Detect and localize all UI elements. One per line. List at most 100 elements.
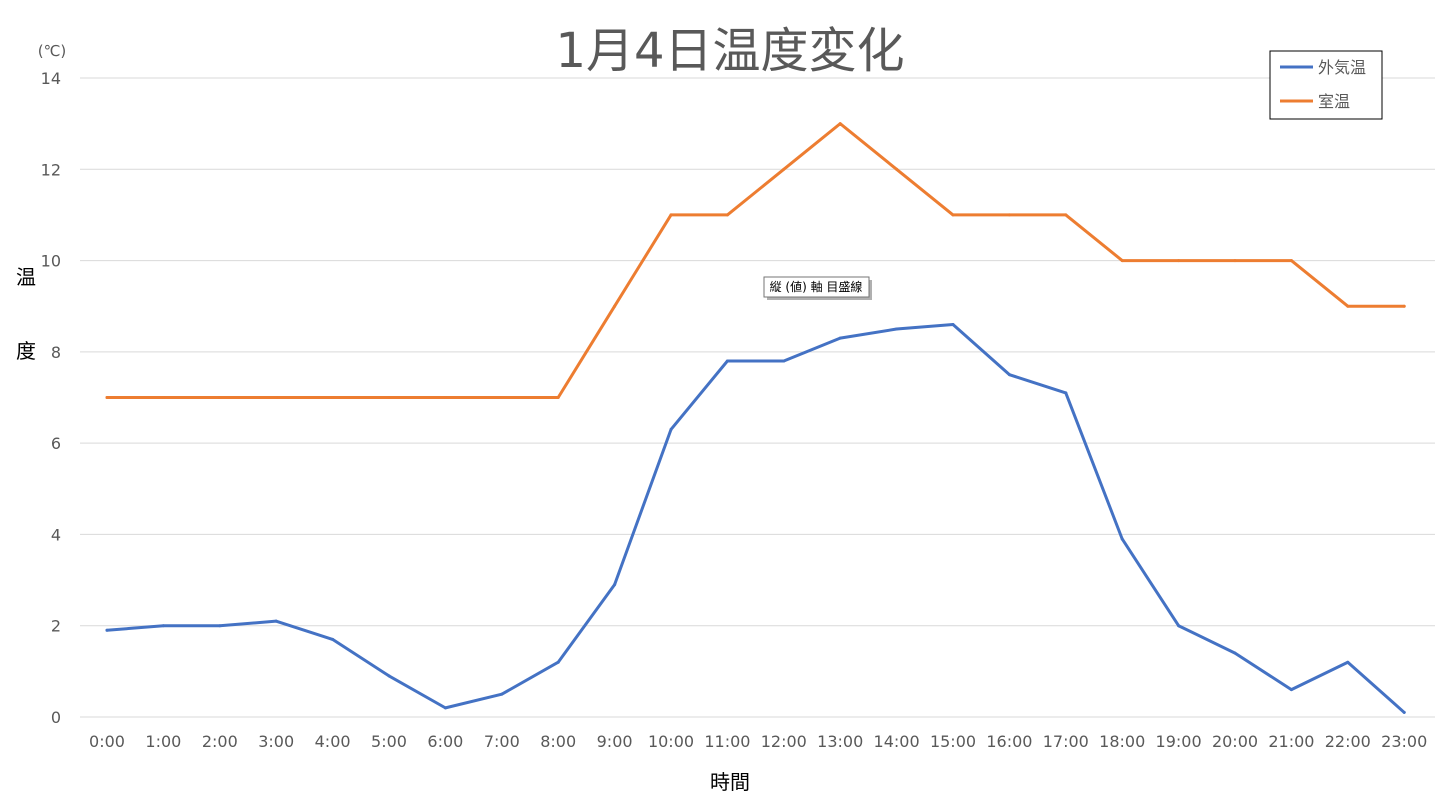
legend[interactable]: 外気温 室温 — [1269, 50, 1383, 120]
x-tick-label: 15:00 — [930, 732, 976, 751]
data-point[interactable] — [838, 336, 842, 340]
tooltip-box — [763, 276, 870, 298]
data-point[interactable] — [1064, 391, 1068, 395]
data-point[interactable] — [1346, 304, 1350, 308]
x-axis-title: 時間 — [710, 770, 750, 794]
y-axis-unit: (℃) — [38, 42, 67, 60]
y-tick-label: 10 — [41, 252, 61, 271]
data-point[interactable] — [1402, 710, 1406, 714]
data-point[interactable] — [782, 167, 786, 171]
x-tick-labels: 0:00 1:00 2:00 3:00 4:00 5:00 6:00 7:00 8:00 9:00… — [89, 732, 1427, 751]
data-point[interactable] — [443, 396, 447, 399]
data-point[interactable] — [1177, 259, 1181, 263]
data-point[interactable] — [331, 637, 335, 641]
data-point[interactable] — [1177, 624, 1181, 628]
data-point[interactable] — [105, 628, 109, 632]
data-point[interactable] — [556, 660, 560, 664]
y-tick-labels: 0 2 4 6 8 10 12 14 — [41, 69, 61, 727]
data-point[interactable] — [1120, 259, 1124, 263]
data-point[interactable] — [725, 359, 729, 363]
tooltip-text: 縦 (値) 軸 目盛線 — [770, 279, 863, 294]
data-point[interactable] — [500, 396, 504, 399]
y-tick-label: 2 — [51, 617, 61, 636]
series-lines — [105, 122, 1406, 714]
x-tick-label: 4:00 — [315, 732, 351, 751]
data-point[interactable] — [161, 396, 165, 399]
data-point[interactable] — [1120, 537, 1124, 541]
x-tick-label: 16:00 — [986, 732, 1032, 751]
data-point[interactable] — [1233, 651, 1237, 655]
data-point[interactable] — [951, 322, 955, 326]
data-point[interactable] — [387, 674, 391, 678]
x-tick-label: 10:00 — [648, 732, 694, 751]
legend-box — [1269, 50, 1383, 120]
series-outdoor-temp[interactable] — [105, 322, 1406, 714]
data-point[interactable] — [274, 619, 278, 623]
y-tick-label: 12 — [41, 160, 61, 179]
y-axis-title-char-2: 度 — [16, 339, 36, 363]
data-point[interactable] — [838, 122, 842, 126]
chart-title: 1月4日温度変化 — [555, 23, 904, 79]
series-line-indoor-temp[interactable] — [105, 122, 1406, 399]
data-point[interactable] — [1233, 259, 1237, 263]
data-point[interactable] — [1289, 688, 1293, 692]
x-tick-label: 18:00 — [1099, 732, 1145, 751]
series-indoor-temp[interactable] — [105, 122, 1406, 399]
data-point[interactable] — [895, 327, 899, 331]
data-point[interactable] — [161, 624, 165, 628]
data-point[interactable] — [556, 396, 560, 399]
data-point[interactable] — [387, 396, 391, 399]
data-point[interactable] — [895, 167, 899, 171]
data-point[interactable] — [274, 396, 278, 399]
data-point[interactable] — [1346, 660, 1350, 664]
x-tick-label: 17:00 — [1043, 732, 1089, 751]
x-tick-label: 9:00 — [597, 732, 633, 751]
x-tick-label: 6:00 — [427, 732, 463, 751]
data-point[interactable] — [951, 213, 955, 217]
x-tick-label: 5:00 — [371, 732, 407, 751]
data-point[interactable] — [1289, 259, 1293, 263]
data-point[interactable] — [613, 304, 617, 308]
y-tick-label: 4 — [51, 525, 61, 544]
data-point[interactable] — [500, 692, 504, 696]
data-point[interactable] — [218, 624, 222, 628]
gridlines — [80, 77, 1435, 718]
legend-label-indoor: 室温 — [1318, 92, 1350, 111]
data-point[interactable] — [443, 706, 447, 710]
x-tick-label: 14:00 — [874, 732, 920, 751]
x-tick-label: 20:00 — [1212, 732, 1258, 751]
data-point[interactable] — [1007, 213, 1011, 217]
data-point[interactable] — [725, 213, 729, 217]
data-point[interactable] — [218, 396, 222, 399]
x-tick-label: 1:00 — [145, 732, 181, 751]
data-point[interactable] — [331, 396, 335, 399]
data-point[interactable] — [613, 583, 617, 587]
x-tick-label: 7:00 — [484, 732, 520, 751]
y-axis-title-char-1: 温 — [16, 265, 36, 289]
data-point[interactable] — [669, 427, 673, 431]
x-tick-label: 23:00 — [1381, 732, 1427, 751]
x-tick-label: 3:00 — [258, 732, 294, 751]
x-tick-label: 21:00 — [1268, 732, 1314, 751]
x-tick-label: 0:00 — [89, 732, 125, 751]
x-tick-label: 22:00 — [1325, 732, 1371, 751]
y-tick-label: 8 — [51, 343, 61, 362]
data-point[interactable] — [105, 396, 109, 399]
series-line-outdoor-temp[interactable] — [105, 322, 1406, 714]
data-point[interactable] — [1064, 213, 1068, 217]
legend-label-outdoor: 外気温 — [1318, 58, 1366, 77]
data-point[interactable] — [1007, 373, 1011, 377]
y-tick-label: 6 — [51, 434, 61, 453]
y-tick-label: 0 — [51, 708, 61, 727]
x-tick-label: 19:00 — [1156, 732, 1202, 751]
x-tick-label: 2:00 — [202, 732, 238, 751]
x-tick-label: 12:00 — [761, 732, 807, 751]
x-tick-label: 8:00 — [540, 732, 576, 751]
data-point[interactable] — [1402, 304, 1406, 308]
data-point[interactable] — [782, 359, 786, 363]
data-point[interactable] — [669, 213, 673, 217]
x-tick-label: 13:00 — [817, 732, 863, 751]
